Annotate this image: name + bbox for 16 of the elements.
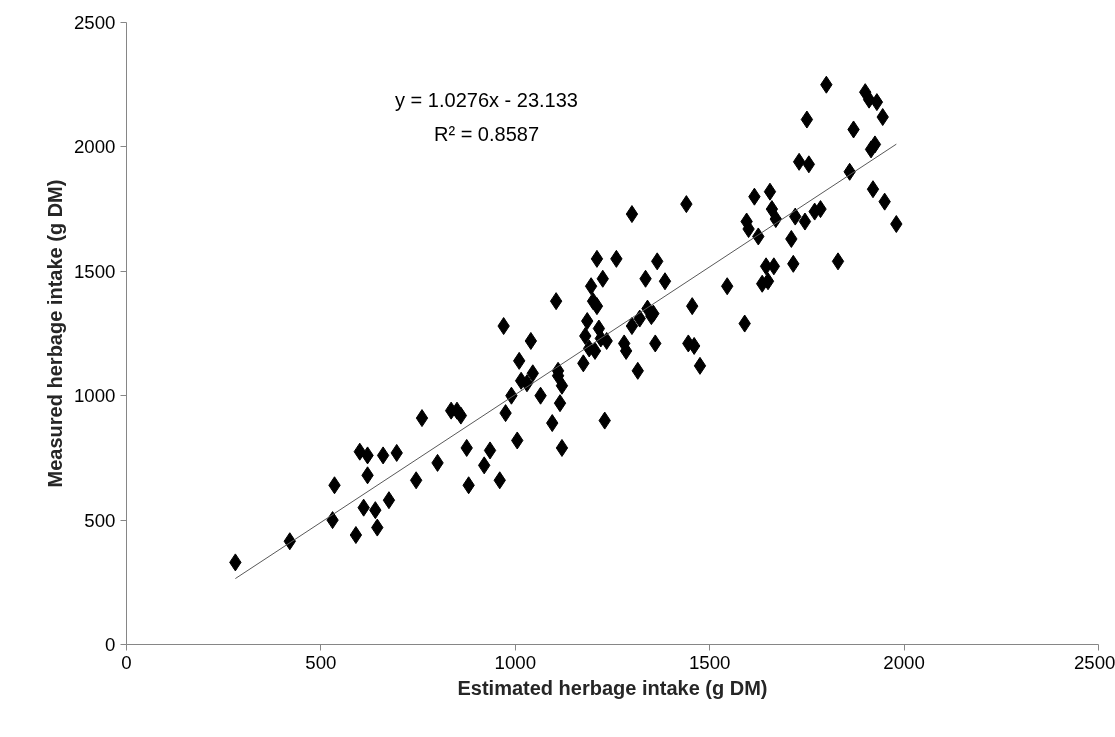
y-tick-label: 500 <box>84 509 116 531</box>
x-tick-label: 0 <box>121 651 132 673</box>
x-tick-label: 1000 <box>494 651 537 673</box>
y-tick-label: 1500 <box>74 260 116 282</box>
y-tick-label: 2500 <box>74 12 116 33</box>
y-tick-label: 0 <box>105 634 116 655</box>
y-tick-label: 2000 <box>74 136 116 158</box>
y-axis-title: Measured herbage intake (g DM) <box>44 179 66 488</box>
annotation: R² = 0.8587 <box>433 122 540 145</box>
annotation: y = 1.0276x - 23.133 <box>395 88 578 111</box>
x-tick-label: 2500 <box>1074 651 1115 673</box>
x-tick-label: 500 <box>305 651 337 673</box>
x-tick-label: 2000 <box>883 651 925 673</box>
x-tick-label: 1500 <box>688 651 731 673</box>
y-tick-label: 1000 <box>74 385 116 407</box>
x-axis-title: Estimated herbage intake (g DM) <box>457 676 768 699</box>
